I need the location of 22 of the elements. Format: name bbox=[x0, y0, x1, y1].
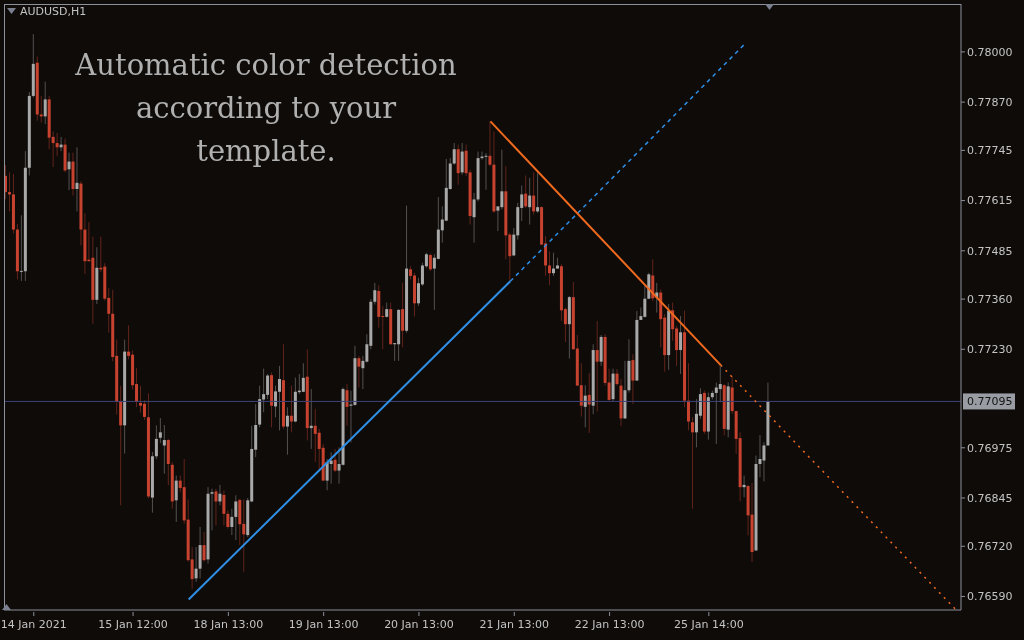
y-tick-label: 0.77745 bbox=[967, 144, 1013, 158]
chart-title: AUDUSD,H1 bbox=[20, 5, 87, 18]
y-tick-label: 0.77615 bbox=[967, 194, 1013, 208]
y-tick-label: 0.78000 bbox=[967, 45, 1013, 59]
y-tick-label: 0.76975 bbox=[967, 441, 1013, 455]
y-tick-label: 0.76720 bbox=[967, 540, 1013, 554]
x-tick-label: 21 Jan 13:00 bbox=[479, 618, 550, 631]
x-tick-label: 22 Jan 13:00 bbox=[574, 618, 645, 631]
ref-line-label: 0.77095 bbox=[967, 395, 1013, 409]
y-tick-label: 0.77870 bbox=[967, 96, 1013, 110]
y-tick-label: 0.76845 bbox=[967, 491, 1013, 505]
x-tick-label: 19 Jan 13:00 bbox=[288, 618, 359, 631]
x-tick-label: 15 Jan 12:00 bbox=[98, 618, 168, 631]
x-tick-label: 14 Jan 2021 bbox=[0, 618, 67, 631]
x-tick-label: 25 Jan 14:00 bbox=[674, 618, 744, 631]
y-tick-label: 0.76590 bbox=[967, 590, 1013, 604]
x-tick-label: 20 Jan 13:00 bbox=[384, 618, 454, 631]
y-tick-label: 0.77360 bbox=[967, 292, 1013, 306]
y-tick-label: 0.77230 bbox=[967, 343, 1013, 357]
annotation: Automatic color detection according to your template. bbox=[74, 47, 458, 170]
y-tick-label: 0.77485 bbox=[967, 244, 1013, 258]
x-tick-label: 18 Jan 13:00 bbox=[193, 618, 264, 631]
